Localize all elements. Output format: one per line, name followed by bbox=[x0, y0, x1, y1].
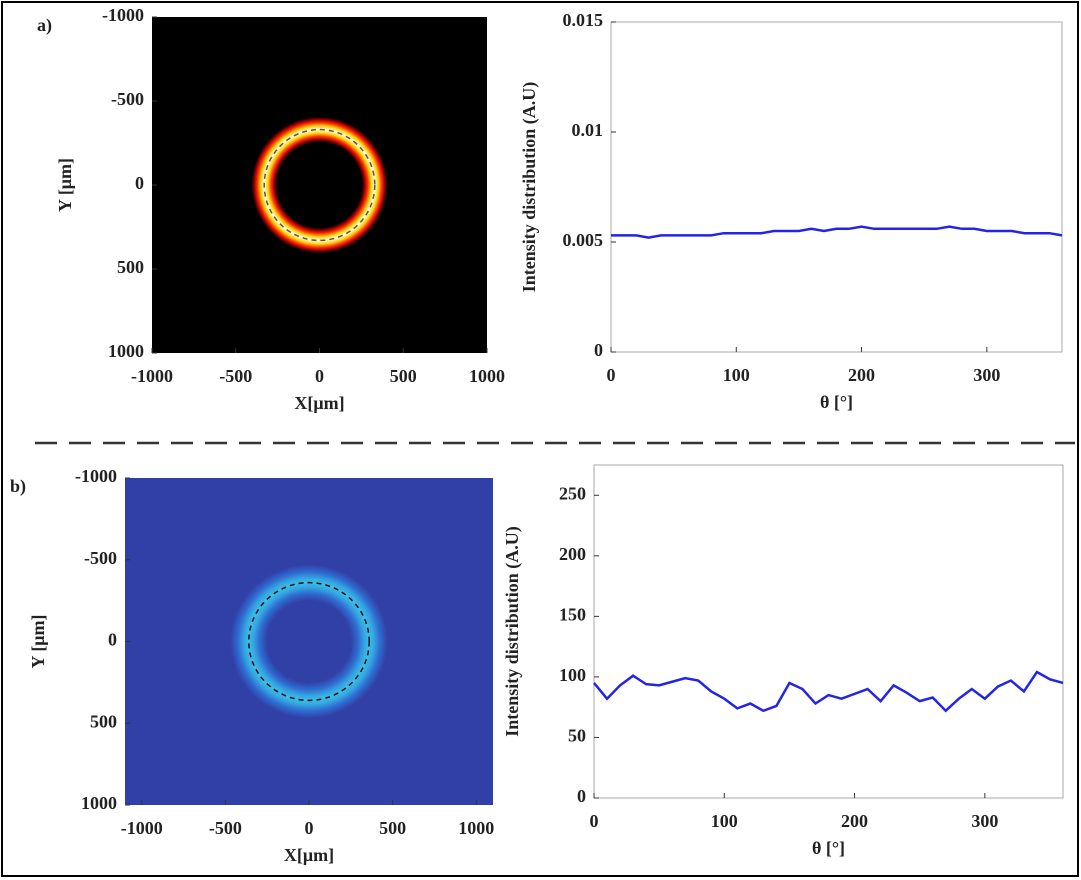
y-tick-label: 0 bbox=[594, 340, 603, 360]
x-tick-label: -500 bbox=[209, 818, 242, 838]
y-tick-label: 500 bbox=[90, 711, 117, 731]
y-tick-label: 0.005 bbox=[563, 230, 604, 250]
y-tick-label: 1000 bbox=[81, 793, 117, 813]
ring-dashed-circle bbox=[248, 581, 370, 702]
y-tick-label: 250 bbox=[559, 483, 586, 503]
ring-dashed-circle bbox=[263, 128, 376, 242]
y-tick-label: -500 bbox=[84, 548, 117, 568]
y-axis-label: Intensity distribution (A.U) bbox=[519, 82, 540, 293]
y-axis-label: Y [μm] bbox=[28, 614, 48, 668]
x-tick-label: -500 bbox=[219, 366, 252, 386]
y-tick-label: -500 bbox=[111, 89, 144, 109]
y-tick-label: 0 bbox=[135, 173, 144, 193]
y-axis-label: Intensity distribution (A.U) bbox=[502, 526, 523, 737]
panel-label: a) bbox=[37, 15, 52, 36]
x-tick-label: 0 bbox=[305, 818, 314, 838]
intensity-ring bbox=[230, 564, 388, 719]
y-tick-label: 100 bbox=[559, 665, 586, 685]
y-tick-label: -1000 bbox=[75, 466, 117, 486]
x-axis-label: X[μm] bbox=[284, 845, 334, 865]
x-tick-label: -1000 bbox=[121, 818, 163, 838]
y-tick-label: 1000 bbox=[108, 341, 144, 361]
y-tick-label: 0 bbox=[577, 786, 586, 806]
x-axis-label: θ [°] bbox=[812, 838, 845, 858]
x-tick-label: 300 bbox=[973, 365, 1000, 385]
x-tick-label: 0 bbox=[590, 811, 599, 831]
y-axis-label: Y [μm] bbox=[55, 158, 75, 212]
x-tick-label: 1000 bbox=[458, 818, 494, 838]
x-tick-label: 100 bbox=[711, 811, 738, 831]
x-tick-label: 300 bbox=[971, 811, 998, 831]
x-tick-label: 500 bbox=[390, 366, 417, 386]
x-tick-label: 0 bbox=[607, 365, 616, 385]
intensity-ring bbox=[251, 116, 388, 254]
panel-label: b) bbox=[10, 476, 26, 497]
y-tick-label: 0 bbox=[108, 630, 117, 650]
x-tick-label: -1000 bbox=[131, 366, 173, 386]
y-tick-label: 500 bbox=[117, 257, 144, 277]
y-tick-label: 200 bbox=[559, 544, 586, 564]
plot-area bbox=[593, 464, 1064, 799]
x-axis-label: X[μm] bbox=[294, 393, 344, 413]
y-tick-label: 150 bbox=[559, 604, 586, 624]
y-tick-label: -1000 bbox=[102, 5, 144, 25]
x-axis-label: θ [°] bbox=[820, 392, 853, 412]
x-tick-label: 500 bbox=[379, 818, 406, 838]
y-tick-label: 0.01 bbox=[572, 120, 604, 140]
y-tick-label: 50 bbox=[568, 726, 586, 746]
plot-area bbox=[610, 21, 1063, 353]
data-line bbox=[593, 670, 1064, 713]
y-tick-label: 0.015 bbox=[563, 10, 604, 30]
x-tick-label: 200 bbox=[841, 811, 868, 831]
x-tick-label: 200 bbox=[848, 365, 875, 385]
x-tick-label: 1000 bbox=[469, 366, 505, 386]
data-line bbox=[611, 225, 1063, 239]
x-tick-label: 0 bbox=[315, 366, 324, 386]
x-tick-label: 100 bbox=[723, 365, 750, 385]
